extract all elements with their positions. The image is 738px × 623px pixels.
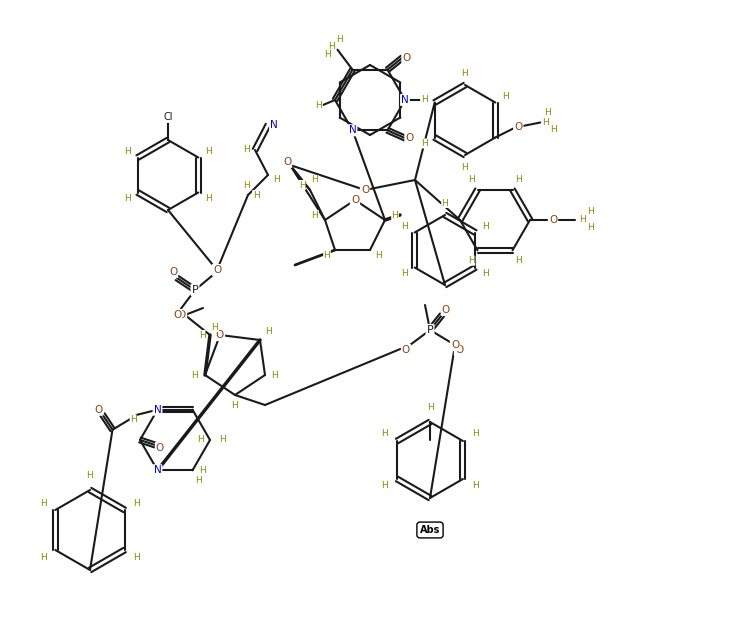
Text: H: H <box>462 163 469 171</box>
Text: H: H <box>130 415 137 424</box>
Text: H: H <box>134 498 140 508</box>
Text: H: H <box>196 435 204 444</box>
Text: O: O <box>402 345 410 355</box>
Text: H: H <box>421 95 427 105</box>
Text: O: O <box>549 215 557 225</box>
Text: Abs: Abs <box>420 525 440 535</box>
Text: H: H <box>328 42 335 51</box>
Text: O: O <box>442 305 450 315</box>
Text: N: N <box>401 95 409 105</box>
Text: H: H <box>336 35 343 44</box>
Text: P: P <box>192 285 199 295</box>
Text: H: H <box>192 371 199 379</box>
Text: O: O <box>94 405 103 415</box>
Text: Cl: Cl <box>163 112 173 122</box>
Text: H: H <box>515 256 522 265</box>
Text: O: O <box>402 53 410 63</box>
Text: H: H <box>427 404 433 412</box>
Text: H: H <box>472 482 478 490</box>
Text: H: H <box>472 429 478 439</box>
Text: O: O <box>351 195 359 205</box>
Text: H: H <box>205 194 212 203</box>
Text: H: H <box>205 147 212 156</box>
Text: O: O <box>178 310 186 320</box>
Text: H: H <box>483 222 489 231</box>
Text: H: H <box>311 211 318 219</box>
Text: H: H <box>311 176 318 184</box>
Text: O: O <box>455 345 463 355</box>
Text: O: O <box>169 267 177 277</box>
Text: H: H <box>382 429 388 439</box>
Text: O: O <box>451 340 459 350</box>
Text: H: H <box>86 472 94 480</box>
Text: O: O <box>216 330 224 340</box>
Text: H: H <box>244 146 250 155</box>
Text: H: H <box>40 553 46 561</box>
Text: O: O <box>405 133 413 143</box>
Text: H: H <box>124 194 131 203</box>
Text: N: N <box>154 465 162 475</box>
Text: H: H <box>324 250 331 260</box>
Text: H: H <box>40 498 46 508</box>
Text: H: H <box>462 69 469 77</box>
Text: O: O <box>156 443 164 453</box>
Text: O: O <box>514 123 523 133</box>
Text: N: N <box>270 120 278 130</box>
Text: H: H <box>272 176 280 184</box>
Text: H: H <box>544 108 551 117</box>
Text: O: O <box>173 310 181 320</box>
Text: H: H <box>483 269 489 278</box>
Text: H: H <box>375 250 382 260</box>
Text: H: H <box>503 92 509 101</box>
Text: H: H <box>579 216 585 224</box>
Text: O: O <box>361 185 369 195</box>
Text: H: H <box>587 207 593 217</box>
Text: H: H <box>199 466 206 475</box>
Text: H: H <box>468 175 475 184</box>
Text: H: H <box>212 323 218 331</box>
Text: H: H <box>468 256 475 265</box>
Text: H: H <box>382 482 388 490</box>
Text: H: H <box>124 147 131 156</box>
Text: H: H <box>515 175 522 184</box>
Text: H: H <box>265 328 272 336</box>
Text: N: N <box>154 405 162 415</box>
Text: H: H <box>195 476 202 485</box>
Text: P: P <box>427 325 433 335</box>
Text: N: N <box>348 125 356 135</box>
Text: H: H <box>542 118 548 127</box>
Text: H: H <box>252 191 259 199</box>
Text: H: H <box>421 139 428 148</box>
Text: H: H <box>401 269 407 278</box>
Text: H: H <box>392 211 399 219</box>
Text: H: H <box>299 181 306 189</box>
Text: O: O <box>283 157 291 167</box>
Text: H: H <box>587 224 593 232</box>
Text: H: H <box>218 435 225 444</box>
Text: H: H <box>316 100 323 110</box>
Text: H: H <box>441 199 449 207</box>
Text: H: H <box>199 330 205 340</box>
Text: H: H <box>324 50 331 59</box>
Text: H: H <box>134 553 140 561</box>
Text: O: O <box>213 265 221 275</box>
Text: H: H <box>401 222 407 231</box>
Text: H: H <box>232 401 238 409</box>
Text: H: H <box>272 371 278 379</box>
Text: H: H <box>550 125 556 134</box>
Text: H: H <box>243 181 249 189</box>
